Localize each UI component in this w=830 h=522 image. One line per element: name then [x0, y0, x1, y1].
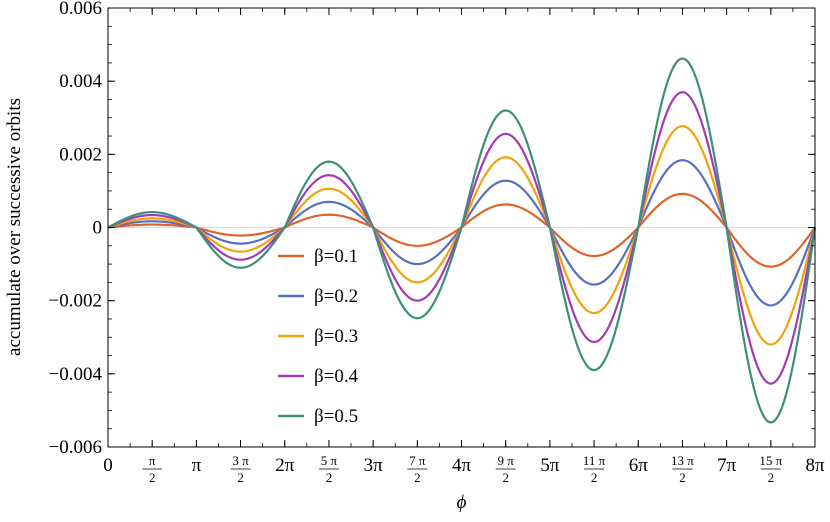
y-axis-ticks: −0.006 −0.004 −0.002 0 0.002 0.004 0.006 [49, 0, 815, 458]
y-tick-label: 0 [93, 218, 103, 239]
series-layer [107, 57, 817, 424]
legend-label-3: β=0.3 [314, 326, 358, 347]
x-tick-label: 2π [275, 455, 295, 476]
x-tick-denominator: 2 [326, 470, 333, 485]
legend-label-1: β=0.1 [314, 246, 358, 267]
x-tick-fraction: 13 π 2 [671, 453, 694, 485]
x-tick-denominator: 2 [591, 470, 598, 485]
y-tick-label: 0.006 [59, 0, 102, 19]
x-tick-numerator: 9 π [498, 453, 515, 468]
legend-label-5: β=0.5 [314, 406, 358, 427]
x-tick-numerator: π [149, 453, 156, 468]
x-tick-fraction: 7 π2 [407, 453, 428, 485]
x-tick-fraction: 3 π2 [230, 453, 251, 485]
x-tick-label: 6π [629, 455, 649, 476]
x-tick-fraction: 9 π2 [495, 453, 516, 485]
x-axis-title: ϕ [457, 492, 467, 513]
x-tick-label: 7π [717, 455, 737, 476]
legend-label-4: β=0.4 [314, 366, 359, 387]
x-tick-label: 8π [805, 455, 825, 476]
x-tick-fraction: 5 π2 [318, 453, 339, 485]
x-tick-fraction: π2 [142, 453, 163, 485]
x-tick-numerator: 3 π [232, 453, 249, 468]
y-tick-label: 0.002 [59, 144, 102, 165]
y-tick-label: −0.004 [49, 364, 103, 385]
x-tick-label: π [192, 455, 202, 476]
x-tick-numerator: 13 π [671, 453, 694, 468]
legend-label-2: β=0.2 [314, 286, 358, 307]
x-tick-denominator: 2 [414, 470, 421, 485]
x-tick-denominator: 2 [768, 470, 775, 485]
x-tick-label: 4π [452, 455, 472, 476]
x-tick-denominator: 2 [237, 470, 244, 485]
y-axis-title: accumulate over successive orbits [4, 98, 25, 356]
y-tick-label: −0.002 [49, 291, 102, 312]
x-tick-fraction: 11 π 2 [583, 453, 606, 485]
x-tick-numerator: 11 π [583, 453, 606, 468]
x-tick-numerator: 5 π [321, 453, 338, 468]
x-tick-denominator: 2 [149, 470, 156, 485]
legend: β=0.1 β=0.2 β=0.3 β=0.4 β=0.5 [278, 246, 359, 427]
x-tick-label: 3π [364, 455, 384, 476]
x-tick-label: 5π [540, 455, 560, 476]
series-line-3 [107, 125, 817, 346]
x-tick-denominator: 2 [679, 470, 686, 485]
x-tick-fraction: 15 π 2 [759, 453, 782, 485]
x-tick-numerator: 7 π [409, 453, 426, 468]
y-tick-label: −0.006 [49, 437, 102, 458]
series-line-5 [107, 57, 817, 424]
x-tick-denominator: 2 [502, 470, 509, 485]
x-tick-label: 0 [103, 455, 113, 476]
x-tick-numerator: 15 π [759, 453, 782, 468]
y-tick-label: 0.004 [59, 71, 102, 92]
